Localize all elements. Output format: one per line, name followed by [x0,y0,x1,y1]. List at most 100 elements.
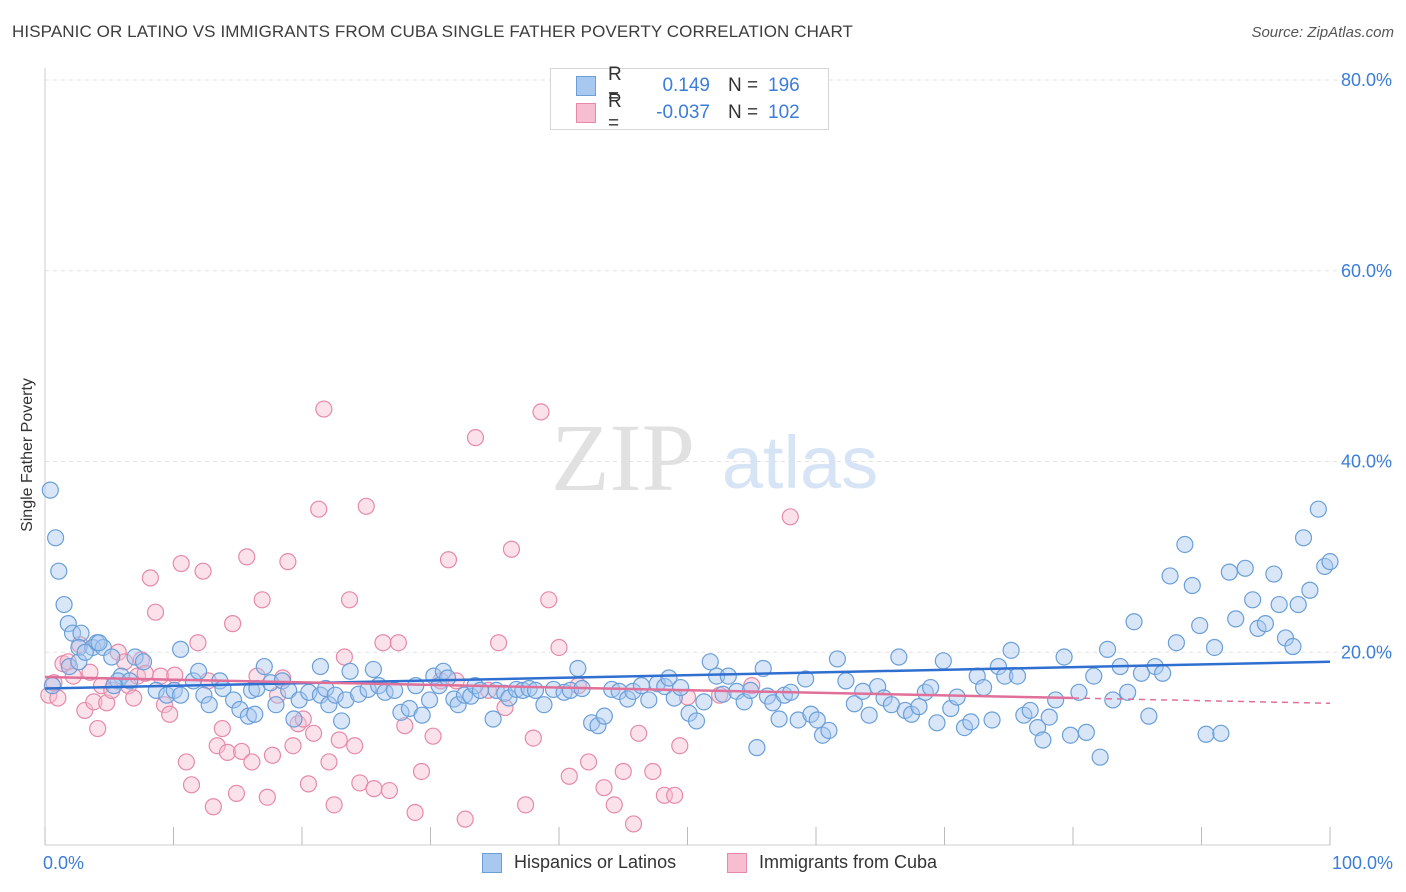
data-point-hispanic [808,711,826,729]
data-point-hispanic [326,686,344,704]
series-legend: Hispanics or Latinos Immigrants from Cub… [0,852,1406,878]
blue-swatch [482,852,502,873]
legend-label: Immigrants from Cuba [759,852,938,872]
x-tick-label: 0.0% [43,853,84,873]
tick-labels: 20.0% 40.0% 60.0% 80.0% 0.0% 100.0% [43,70,1393,873]
data-point-hispanic [1125,613,1143,631]
data-point-hispanic [1077,723,1095,741]
data-point-cuba [253,591,271,609]
pink-swatch [727,852,747,873]
data-point-hispanic [239,707,257,725]
data-point-cuba [380,781,398,800]
data-point-hispanic [392,703,410,721]
data-point-cuba [412,762,431,781]
data-point-hispanic [1040,708,1058,726]
data-point-cuba [194,562,212,580]
data-point-hispanic [1021,701,1039,720]
legend-item-cuba[interactable]: Immigrants from Cuba [727,852,937,873]
data-point-hispanic [413,706,431,724]
data-point-hispanic [1205,638,1224,657]
data-point-hispanic [1191,616,1209,635]
data-point-hispanic [860,706,878,724]
data-point-cuba [579,753,598,771]
data-point-hispanic [1244,591,1262,609]
data-point-hispanic [569,659,587,678]
data-point-hispanic [983,711,1001,729]
data-point-hispanic [820,721,838,740]
data-point-cuba [330,731,348,749]
data-point-hispanic [341,662,359,680]
trend-line-cuba-extension [1072,697,1331,705]
data-point-hispanic [267,696,285,714]
data-point-hispanic [317,679,335,698]
data-point-hispanic [1070,683,1088,701]
data-point-cuba [320,753,338,771]
data-point-hispanic [121,672,139,690]
data-point-cuba [315,400,333,418]
data-point-hispanic [695,693,713,711]
data-point-cuba [496,698,514,717]
y-tick-label: 20.0% [1341,642,1392,662]
data-point-cuba [781,508,799,526]
data-point-cuba [116,653,134,671]
n-label: N = [728,75,759,96]
data-point-hispanic [59,615,77,633]
data-point-cuba [125,689,143,707]
data-point-cuba [208,737,226,755]
data-point-cuba [456,810,474,828]
data-point-cuba [279,553,297,571]
data-point-hispanic [1309,500,1327,518]
data-point-hispanic [72,624,90,642]
data-point-cuba [595,779,613,797]
data-point-hispanic [928,714,946,732]
data-point-cuba [357,497,375,515]
data-point-cuba [182,776,201,794]
data-point-hispanic [1227,610,1245,628]
n-value: 196 [768,75,800,96]
data-point-cuba [406,803,424,822]
data-point-cuba [89,719,107,738]
data-point-hispanic [544,680,563,699]
data-point-cuba [213,719,231,738]
y-tick-label: 80.0% [1341,70,1392,90]
data-point-cuba [76,701,94,720]
data-point-hispanic [672,678,690,697]
data-point-hispanic [708,667,726,685]
trend-line-hispanics [44,660,1331,690]
data-point-hispanic [526,681,545,700]
data-point-hispanic [1085,667,1103,685]
data-point-cuba [374,634,392,652]
data-point-hispanic [171,686,190,704]
axes [44,68,1331,846]
legend-row-cuba: R = -0.037 N = 102 [551,91,800,134]
data-point-hispanic [1289,595,1307,614]
legend-item-hispanics[interactable]: Hispanics or Latinos [482,852,676,873]
correlation-legend: R = 0.149 N = 196 R = -0.037 N = 102 [550,64,829,134]
data-point-cuba [346,737,364,755]
data-point-hispanic [1197,725,1215,743]
data-point-cuba [490,634,508,652]
data-point-cuba [310,500,328,518]
blue-swatch [576,76,596,96]
data-point-hispanic [462,687,480,705]
data-point-hispanic [1091,748,1109,766]
data-point-cuba [294,710,312,728]
data-point-cuba [605,796,623,814]
data-point-hispanic [797,670,815,688]
data-point-hispanic [364,660,383,679]
n-label: N = [728,102,759,123]
data-point-hispanic [484,710,502,728]
data-point-hispanic [1008,667,1027,685]
series-hispanics-or-latinos [41,481,1339,766]
data-point-hispanic [854,682,872,700]
data-point-hispanic [55,595,73,614]
x-tick-label: 100.0% [1332,853,1393,873]
data-point-hispanic [1294,529,1313,547]
data-point-hispanic [719,667,737,685]
data-point-hispanic [224,691,243,709]
data-point-cuba [146,603,165,621]
data-point-hispanic [1154,664,1172,682]
data-point-cuba [666,786,684,804]
data-point-cuba [141,569,159,587]
data-point-hispanic [41,481,59,499]
